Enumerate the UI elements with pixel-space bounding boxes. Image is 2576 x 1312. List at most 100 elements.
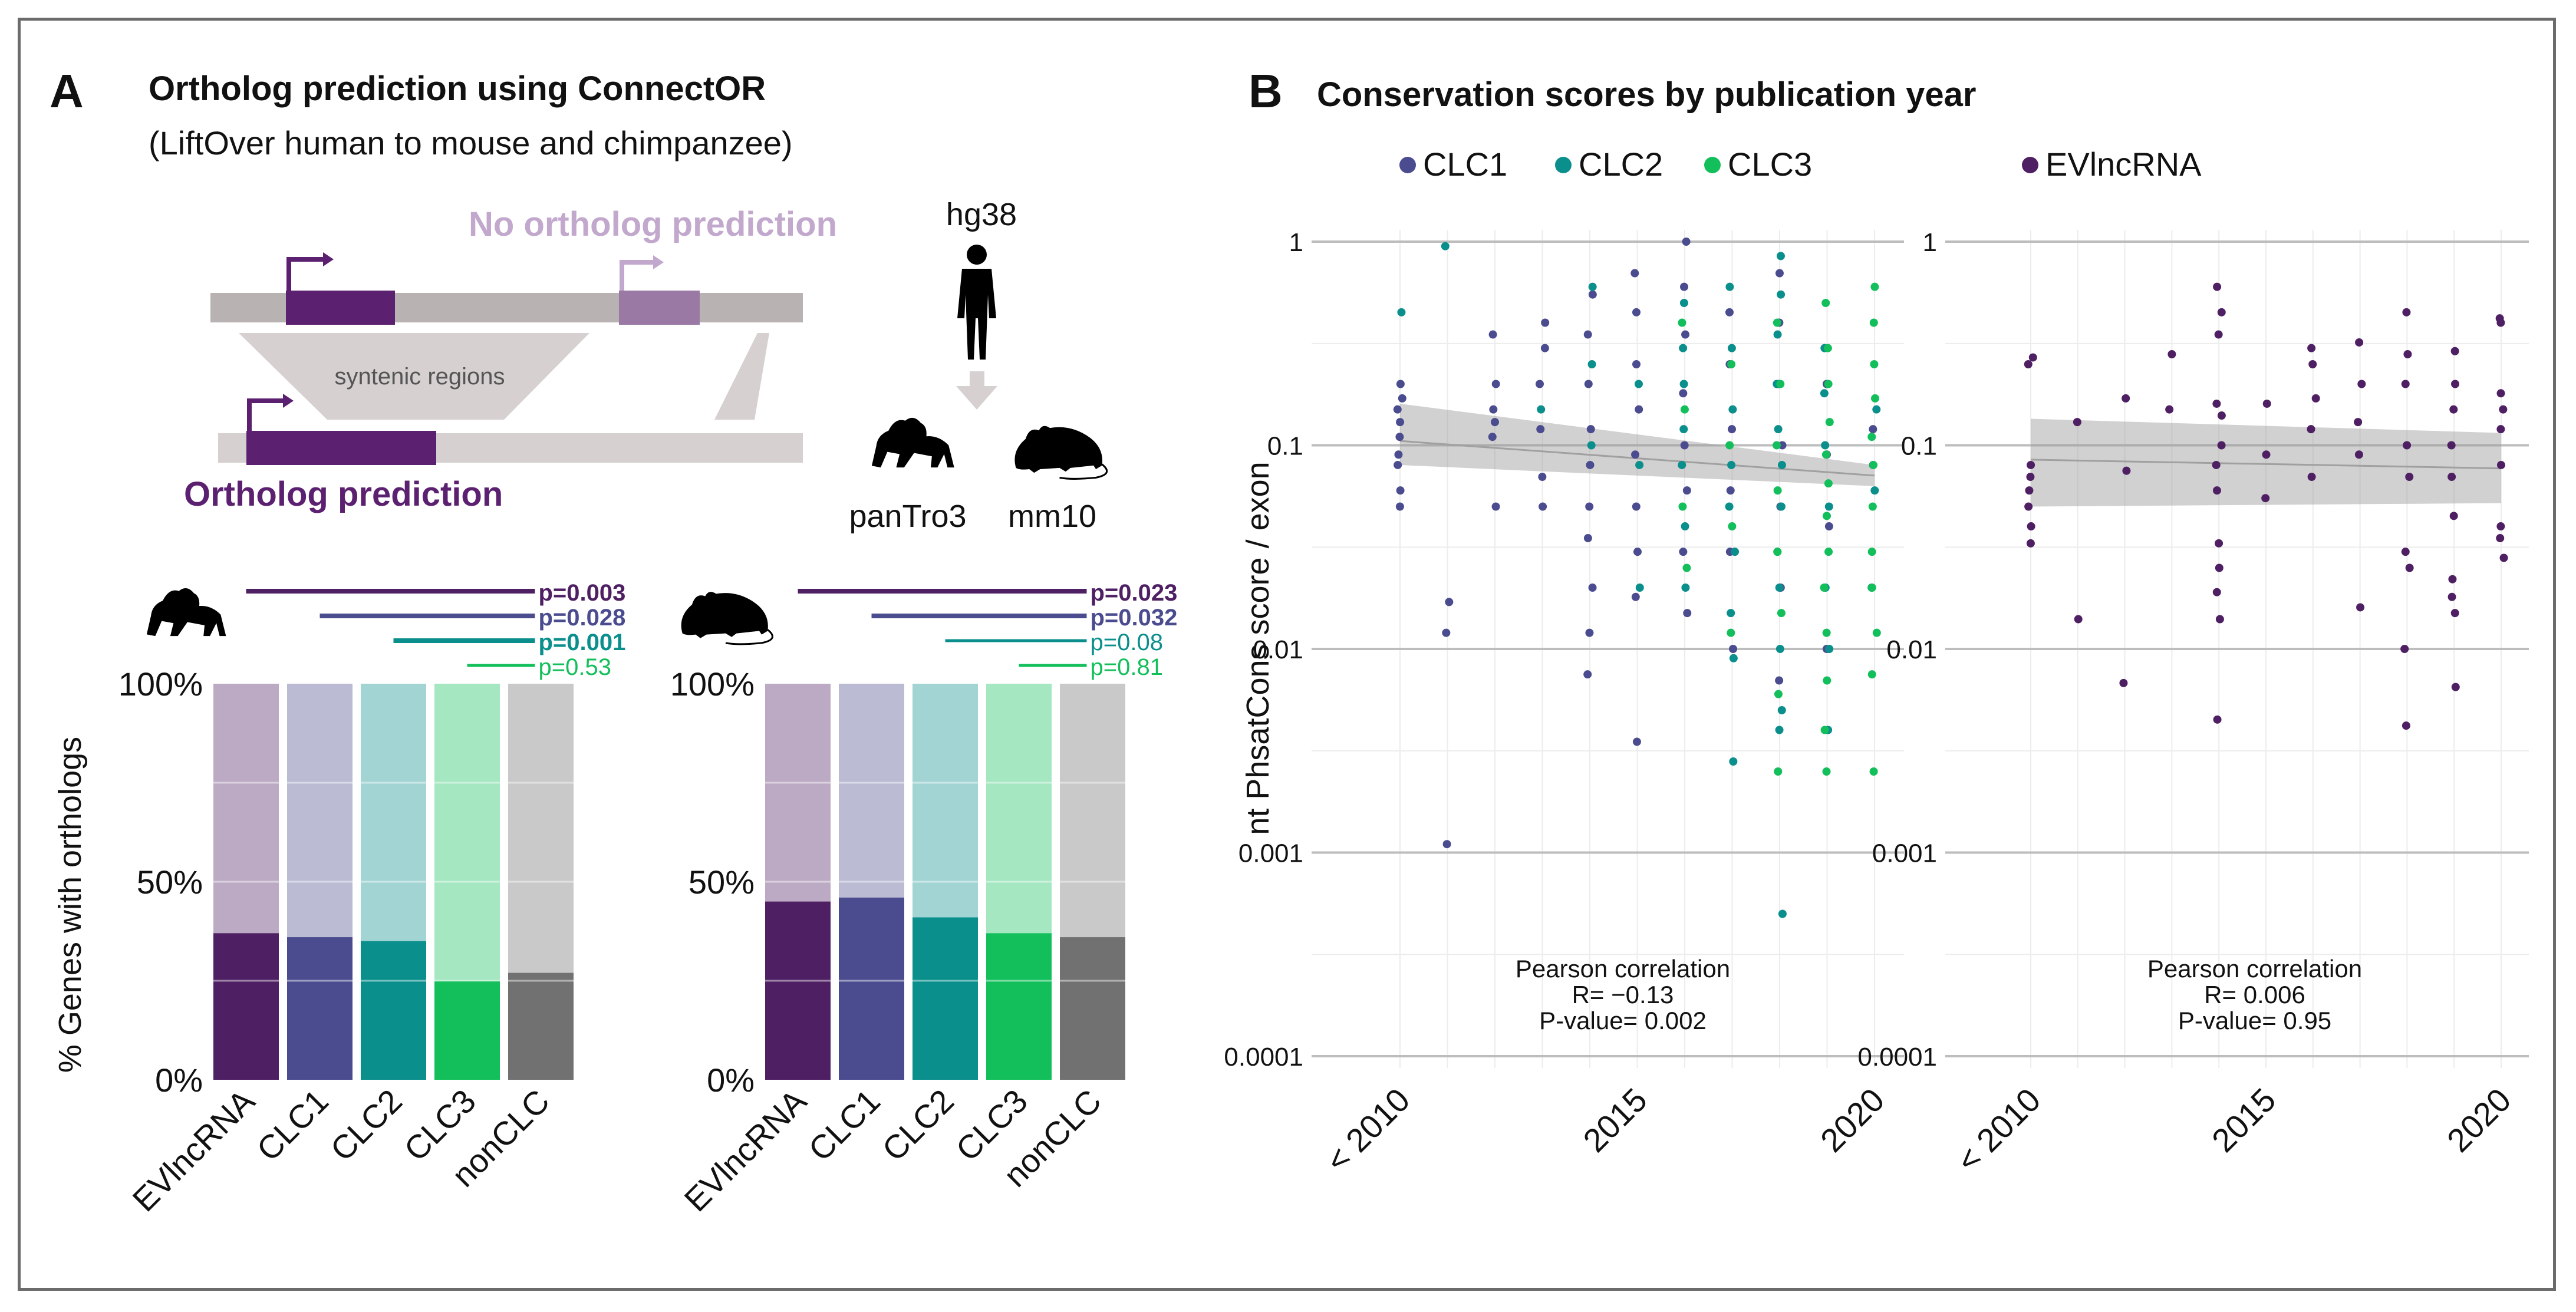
point-clc3 bbox=[1678, 318, 1686, 327]
point-evlncrna bbox=[2074, 615, 2083, 624]
point-evlncrna bbox=[2217, 411, 2226, 420]
point-evlncrna bbox=[2450, 609, 2459, 618]
point-clc3 bbox=[1774, 690, 1783, 698]
chimp-bar-chart: 0%50%100%EVlncRNACLC1CLC2CLC3nonCLCp=0.0… bbox=[118, 580, 626, 1219]
bar-clc2 bbox=[361, 941, 426, 1080]
legend-left: CLC1 CLC2 CLC3 bbox=[1399, 146, 1812, 183]
point-evlncrna bbox=[2496, 425, 2505, 434]
panel-a-title: Ortholog prediction using ConnectOR bbox=[149, 70, 766, 108]
point-evlncrna bbox=[2212, 588, 2221, 596]
chimpanzee-icon bbox=[146, 588, 226, 637]
point-evlncrna bbox=[2451, 683, 2460, 691]
regression-line bbox=[1399, 440, 1875, 477]
point-clc1 bbox=[1681, 330, 1690, 339]
point-clc2 bbox=[1681, 522, 1689, 530]
pvalue-label-clc3: p=0.53 bbox=[539, 654, 611, 680]
point-evlncrna bbox=[2024, 360, 2033, 369]
point-clc1 bbox=[1488, 330, 1497, 339]
point-evlncrna bbox=[2401, 548, 2410, 556]
tss-arrow-icon bbox=[247, 398, 287, 431]
no-ortholog-label: No ortholog prediction bbox=[469, 205, 837, 243]
point-evlncrna bbox=[2447, 441, 2456, 450]
point-clc1 bbox=[1583, 670, 1592, 679]
scatter-y-tick-label: 0.01 bbox=[1886, 635, 1937, 664]
scatter-x-tick-label: < 2010 bbox=[1949, 1081, 2048, 1179]
point-clc3 bbox=[1823, 676, 1831, 685]
point-clc1 bbox=[1679, 389, 1688, 398]
point-evlncrna bbox=[2215, 615, 2224, 624]
point-evlncrna bbox=[2308, 360, 2317, 369]
point-evlncrna bbox=[2496, 534, 2505, 543]
bar-clc2 bbox=[913, 917, 978, 1080]
point-clc2 bbox=[1775, 726, 1784, 734]
point-evlncrna bbox=[2027, 522, 2035, 530]
point-clc1 bbox=[1442, 628, 1451, 637]
point-clc1 bbox=[1632, 360, 1641, 369]
pvalue-label-evlncrna: p=0.003 bbox=[539, 580, 626, 606]
point-evlncrna bbox=[2402, 721, 2410, 730]
ortholog-schematic: No ortholog prediction syntenic regions … bbox=[184, 205, 837, 513]
point-clc2 bbox=[1872, 405, 1881, 414]
point-clc2 bbox=[1681, 583, 1690, 592]
point-evlncrna bbox=[2307, 473, 2316, 482]
point-evlncrna bbox=[2028, 353, 2037, 362]
panel-a-label: A bbox=[50, 65, 84, 117]
point-clc3 bbox=[1773, 486, 1782, 495]
correlation-annotation: R= −0.13 bbox=[1572, 981, 1674, 1008]
point-clc1 bbox=[1396, 380, 1405, 388]
point-evlncrna bbox=[2447, 592, 2456, 601]
point-evlncrna bbox=[2119, 678, 2128, 687]
panel-b-label: B bbox=[1249, 65, 1283, 117]
point-evlncrna bbox=[2167, 350, 2176, 359]
point-clc3 bbox=[1869, 767, 1878, 776]
point-evlncrna bbox=[2402, 308, 2411, 317]
tss-arrow-icon bbox=[323, 252, 334, 266]
point-clc1 bbox=[1395, 502, 1404, 511]
point-clc1 bbox=[1394, 460, 1402, 469]
point-clc2 bbox=[1725, 502, 1734, 511]
point-clc2 bbox=[1729, 654, 1738, 662]
scatter-evlncrna-chart: 0.0001 0.001 0.01 0.1 1 < 2010 2015 2020 Pearson… bbox=[1857, 228, 2529, 1179]
point-clc1 bbox=[1775, 269, 1784, 278]
scatter-y-tick-label: 0.001 bbox=[1238, 839, 1303, 868]
point-clc2 bbox=[1821, 441, 1830, 450]
point-evlncrna bbox=[2026, 473, 2035, 482]
point-clc1 bbox=[1585, 628, 1594, 637]
point-clc3 bbox=[1823, 344, 1832, 352]
point-clc2 bbox=[1776, 252, 1785, 261]
point-evlncrna bbox=[2026, 539, 2035, 548]
point-evlncrna bbox=[2357, 380, 2366, 388]
point-clc3 bbox=[1824, 548, 1833, 556]
point-evlncrna bbox=[2496, 522, 2505, 530]
point-clc2 bbox=[1679, 344, 1688, 352]
point-clc1 bbox=[1491, 380, 1500, 388]
point-clc3 bbox=[1776, 380, 1785, 388]
bar-category-label: CLC2 bbox=[323, 1082, 409, 1168]
tss-arrow-icon bbox=[283, 394, 294, 408]
pantro3-label: panTro3 bbox=[849, 499, 966, 534]
point-evlncrna bbox=[2449, 405, 2458, 414]
point-evlncrna bbox=[2217, 441, 2226, 450]
arrow-down-icon bbox=[956, 371, 997, 410]
point-clc2 bbox=[1870, 486, 1879, 495]
correlation-annotation: Pearson correlation bbox=[1516, 955, 1730, 983]
bar-evlncrna bbox=[765, 901, 831, 1080]
scatter-y-tick-label: 0.001 bbox=[1872, 839, 1937, 868]
mouse-icon bbox=[680, 591, 774, 645]
figure-frame bbox=[18, 18, 2556, 1291]
mouse-icon bbox=[1013, 425, 1108, 480]
point-clc1 bbox=[1631, 450, 1640, 459]
bar-y-tick-label: 50% bbox=[137, 863, 203, 901]
point-clc1 bbox=[1632, 737, 1641, 746]
bar-y-tick-label: 50% bbox=[689, 863, 755, 901]
point-clc1 bbox=[1679, 548, 1688, 556]
point-evlncrna bbox=[2447, 473, 2456, 482]
point-clc3 bbox=[1682, 563, 1691, 572]
point-clc2 bbox=[1777, 460, 1786, 469]
point-clc3 bbox=[1821, 299, 1830, 308]
legend-right: EVlncRNA bbox=[2022, 146, 2202, 183]
point-clc3 bbox=[1820, 583, 1829, 592]
point-evlncrna bbox=[2356, 603, 2365, 612]
bar-y-tick-label: 100% bbox=[670, 665, 755, 703]
point-clc2 bbox=[1731, 548, 1740, 556]
